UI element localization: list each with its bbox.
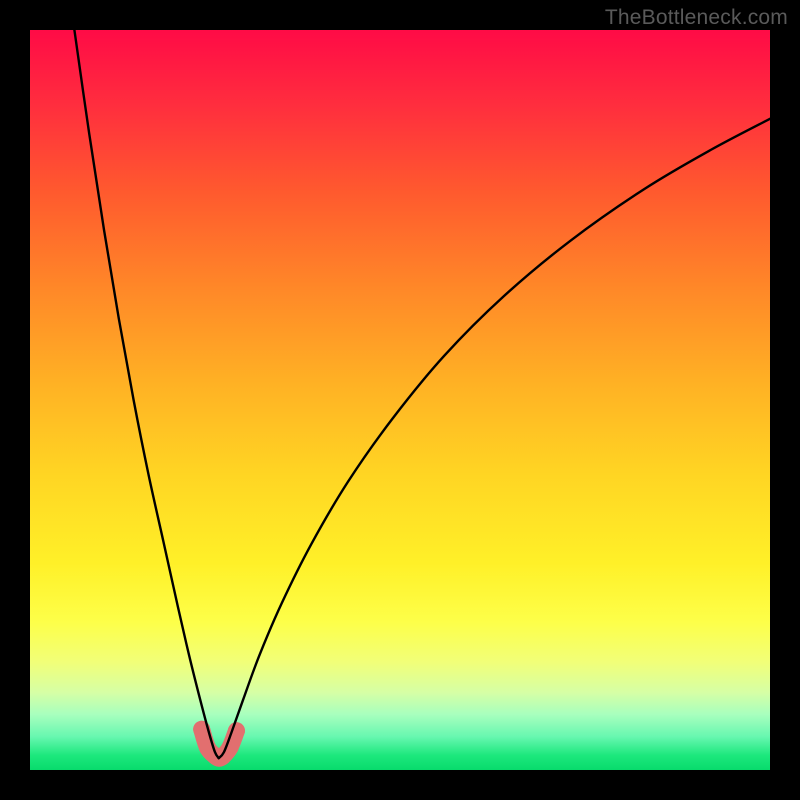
- chart-svg: [30, 30, 770, 770]
- chart-background: [30, 30, 770, 770]
- bottleneck-chart: [30, 30, 770, 770]
- watermark-text: TheBottleneck.com: [605, 6, 788, 30]
